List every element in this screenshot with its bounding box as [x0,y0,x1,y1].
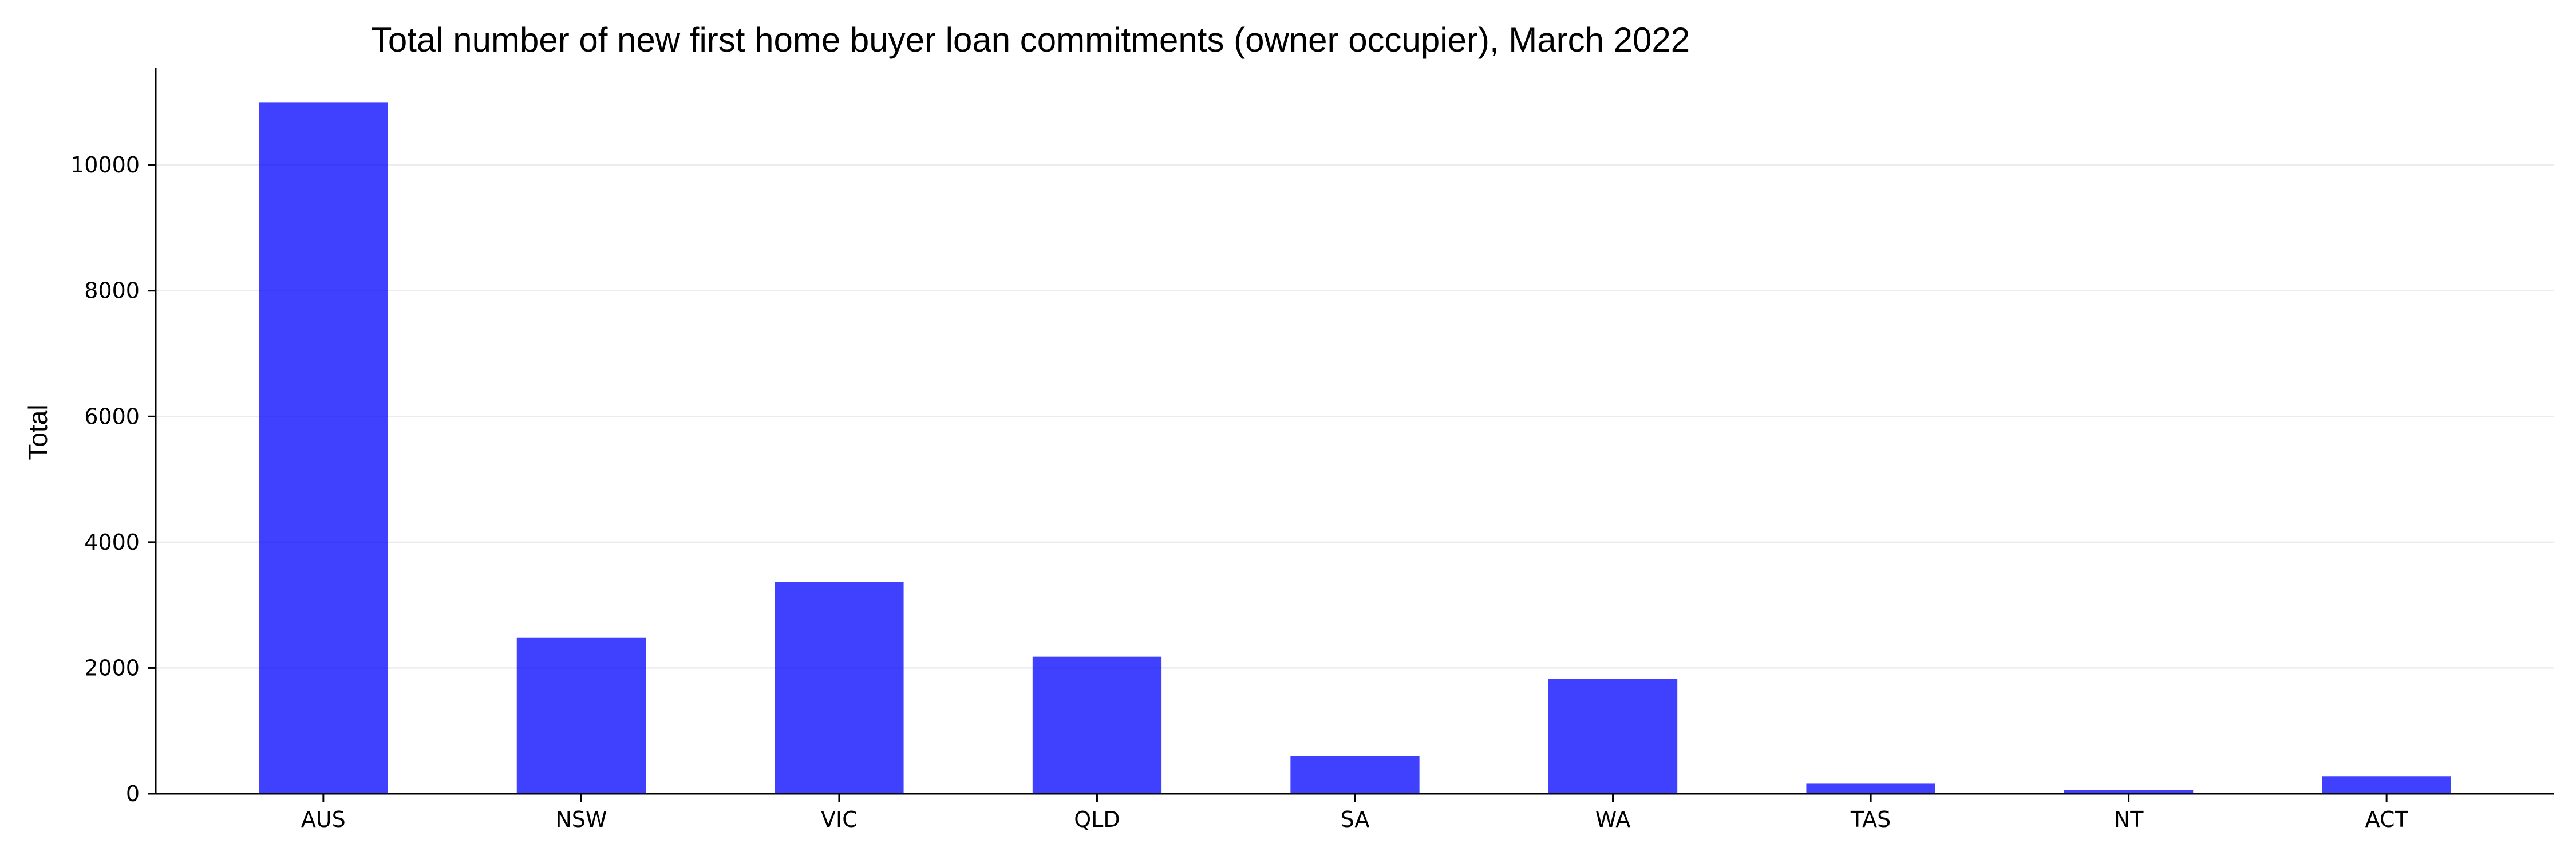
bar-qld [1032,656,1162,794]
bar-nsw [516,637,646,794]
bar-nt [2064,790,2194,794]
x-tick-label-qld: QLD [1074,807,1120,832]
x-tick-label-wa: WA [1595,807,1631,832]
x-tick-label-nt: NT [2114,807,2144,832]
y-tick-label: 2000 [84,655,140,680]
y-tick-label: 8000 [84,278,140,304]
bar-wa [1548,679,1678,794]
x-tick-label-tas: TAS [1850,807,1891,832]
chart-title: Total number of new first home buyer loa… [371,21,1690,59]
x-tick-label-vic: VIC [821,807,858,832]
x-tick-label-sa: SA [1341,807,1370,832]
y-tick-label: 4000 [84,530,140,555]
x-tick-label-nsw: NSW [555,807,607,832]
axes [155,68,2554,795]
bar-vic [775,582,904,794]
y-axis-label: Total [23,404,53,460]
bar-tas [1806,783,1935,794]
x-ticks: AUS NSW VIC QLD SA WA TAS NT ACT [301,794,2409,832]
y-tick-label: 0 [126,781,140,806]
gridlines [156,164,2554,669]
y-tick-label: 10000 [70,152,140,178]
bar-sa [1290,756,1420,794]
bar-aus [259,102,388,794]
bars [259,102,2451,794]
x-tick-label-aus: AUS [301,807,346,832]
y-ticks: 0 2000 4000 6000 8000 10000 [70,152,156,806]
x-tick-label-act: ACT [2365,807,2409,832]
bar-act [2322,776,2451,794]
y-tick-label: 6000 [84,404,140,429]
